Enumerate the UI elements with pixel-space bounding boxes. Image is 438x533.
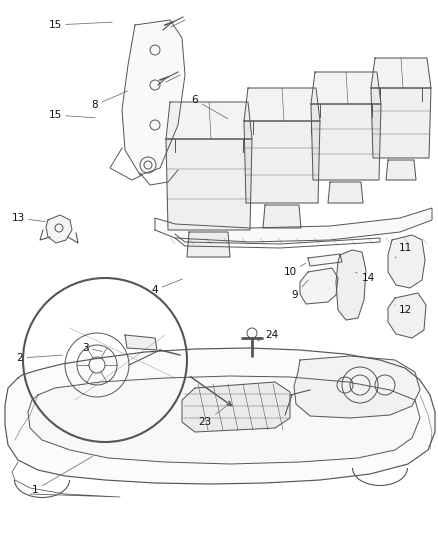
Text: 8: 8	[92, 91, 127, 110]
Polygon shape	[300, 268, 338, 304]
Polygon shape	[166, 139, 252, 230]
Polygon shape	[28, 376, 420, 464]
Polygon shape	[155, 208, 432, 242]
Text: 2: 2	[17, 353, 62, 363]
Text: 23: 23	[198, 407, 226, 427]
Polygon shape	[388, 293, 426, 338]
Text: 15: 15	[48, 110, 95, 120]
Polygon shape	[308, 254, 342, 266]
Polygon shape	[182, 382, 290, 432]
Polygon shape	[263, 205, 301, 228]
Polygon shape	[5, 348, 435, 484]
Text: 12: 12	[395, 305, 412, 315]
Polygon shape	[125, 335, 157, 350]
Text: 24: 24	[258, 330, 279, 341]
Polygon shape	[166, 102, 252, 139]
Polygon shape	[294, 356, 420, 418]
Polygon shape	[336, 250, 366, 320]
Text: 14: 14	[355, 272, 374, 283]
Text: 9: 9	[292, 280, 308, 300]
Polygon shape	[371, 58, 431, 88]
Text: 3: 3	[82, 343, 102, 353]
Text: 13: 13	[11, 213, 45, 223]
Polygon shape	[187, 232, 230, 257]
Text: 1: 1	[32, 456, 92, 495]
Polygon shape	[371, 88, 431, 158]
Polygon shape	[311, 72, 381, 104]
Polygon shape	[46, 215, 72, 243]
Polygon shape	[311, 104, 381, 180]
Polygon shape	[244, 88, 320, 121]
Text: 6: 6	[192, 95, 228, 119]
Polygon shape	[388, 235, 425, 288]
Text: 10: 10	[283, 263, 306, 277]
Polygon shape	[244, 121, 320, 203]
Text: 4: 4	[152, 279, 182, 295]
Polygon shape	[386, 160, 416, 180]
Polygon shape	[122, 20, 185, 175]
Text: 15: 15	[48, 20, 112, 30]
Text: 11: 11	[395, 243, 412, 258]
Polygon shape	[328, 182, 363, 203]
